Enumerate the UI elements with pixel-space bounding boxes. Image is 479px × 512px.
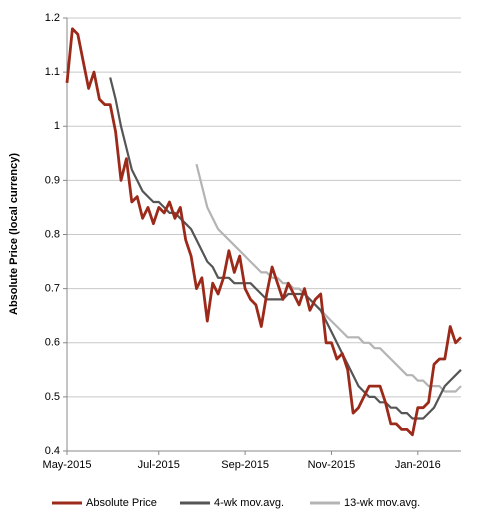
legend-label: Absolute Price bbox=[86, 497, 157, 509]
series-line bbox=[195, 163, 462, 393]
x-tick-label: Jul-2015 bbox=[138, 459, 180, 471]
y-tick-label: 1.2 bbox=[45, 12, 60, 24]
y-tick-label: 0.7 bbox=[45, 283, 60, 295]
y-tick-label: 0.6 bbox=[45, 337, 60, 349]
x-tick-label: Nov-2015 bbox=[308, 459, 356, 471]
x-tick-label: Sep-2015 bbox=[221, 459, 269, 471]
x-tick-label: May-2015 bbox=[43, 459, 92, 471]
x-tick-label: Jan-2016 bbox=[395, 459, 441, 471]
y-tick-label: 0.9 bbox=[45, 174, 60, 186]
y-tick-label: 0.4 bbox=[45, 445, 60, 457]
series-line bbox=[65, 27, 462, 437]
y-axis-label: Absolute Price (local currency) bbox=[8, 153, 20, 315]
y-tick-label: 0.8 bbox=[45, 228, 60, 240]
series-line bbox=[109, 77, 462, 420]
legend-label: 13-wk mov.avg. bbox=[344, 497, 420, 509]
legend-label: 4-wk mov.avg. bbox=[214, 497, 284, 509]
y-tick-label: 0.5 bbox=[45, 391, 60, 403]
y-tick-label: 1 bbox=[54, 120, 60, 132]
y-tick-label: 1.1 bbox=[45, 66, 60, 78]
